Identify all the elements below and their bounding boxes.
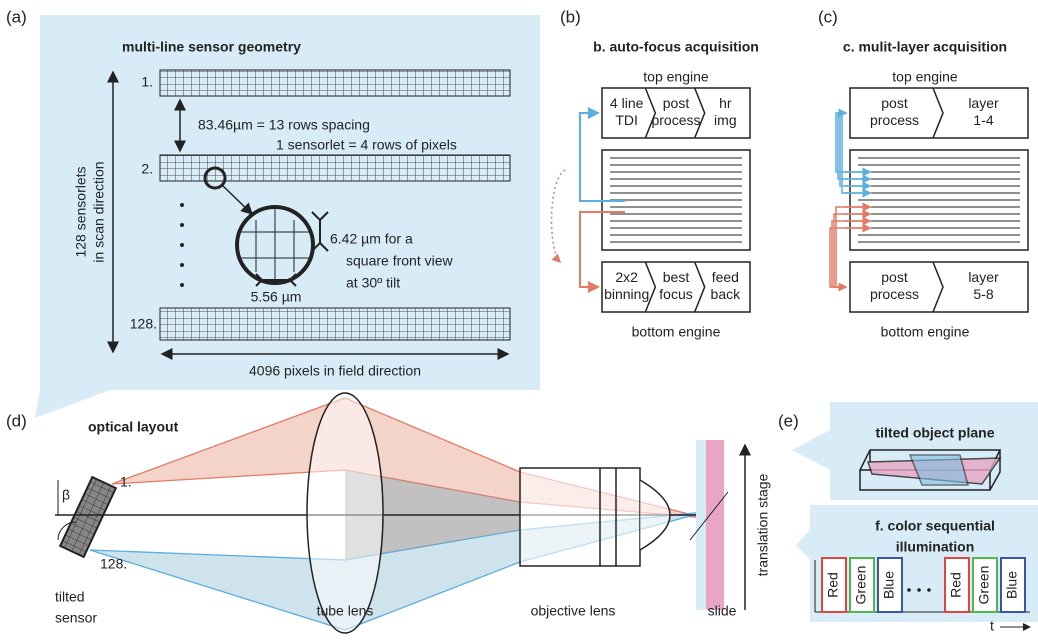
pixel-v-text: 6.42 µm for a	[330, 231, 413, 247]
tube-lens	[307, 393, 383, 633]
engine-label: top engine	[892, 69, 958, 85]
time-label: t	[990, 618, 994, 634]
panel-title: multi-line sensor geometry	[122, 39, 301, 55]
panel-label: (a)	[6, 7, 27, 26]
box-text: 2x2	[615, 269, 638, 285]
panel-title: illumination	[896, 539, 975, 555]
feedback-loop	[552, 170, 565, 262]
box-text: 1-4	[973, 112, 993, 128]
box-text: hr	[719, 95, 732, 111]
box-text: post	[663, 95, 690, 111]
beta: β	[62, 487, 70, 503]
objective-lens	[520, 468, 670, 566]
box-text: 4 line	[610, 95, 644, 111]
panel-label: (e)	[778, 411, 799, 430]
field-text: 4096 pixels in field direction	[249, 363, 421, 379]
color-label: Red	[825, 572, 841, 598]
panel-e-bg	[792, 402, 1038, 500]
panel-label: (d)	[6, 411, 27, 430]
row-label: 2.	[141, 161, 153, 177]
box-text: binning	[604, 286, 649, 302]
spacing-text: 83.46µm = 13 rows spacing	[198, 117, 370, 133]
color-label: Red	[948, 572, 964, 598]
slide-label: slide	[708, 603, 737, 619]
box-text: feed	[712, 269, 739, 285]
sensor-row	[160, 308, 510, 340]
color-label: Blue	[1004, 571, 1020, 599]
side-label: in scan direction	[91, 161, 107, 262]
color-label: Blue	[881, 571, 897, 599]
engine-label: top engine	[643, 69, 709, 85]
panel-title: tilted object plane	[875, 425, 994, 441]
box-text: layer	[968, 95, 999, 111]
panel-label: (b)	[560, 7, 581, 26]
pixel-v-text: at 30º tilt	[346, 275, 400, 291]
box-text: img	[714, 112, 737, 128]
slide-cover	[696, 440, 706, 610]
row-label: 1.	[141, 74, 153, 90]
row-label: 128.	[130, 316, 157, 332]
color-label: Green	[976, 566, 992, 605]
box-text: post	[881, 269, 908, 285]
box-text: 5-8	[973, 286, 993, 302]
box-text: process	[870, 286, 919, 302]
sensorlet-text: 1 sensorlet = 4 rows of pixels	[276, 137, 457, 153]
stage-label: translation stage	[755, 473, 771, 576]
box-text: process	[870, 112, 919, 128]
box-text: best	[663, 269, 690, 285]
box-text: post	[881, 95, 908, 111]
box-text: layer	[968, 269, 999, 285]
engine-label: bottom engine	[881, 324, 970, 340]
box-text: back	[711, 286, 742, 302]
engine-label: bottom engine	[632, 324, 721, 340]
row-label: 1.	[120, 474, 132, 490]
pixel-h-text: 5.56 µm	[251, 289, 302, 305]
box-text: focus	[659, 286, 692, 302]
panel-title: b. auto-focus acquisition	[593, 39, 759, 55]
side-label: 128 sensorlets	[73, 166, 89, 257]
figure: (a) multi-line sensor geometry 1. 2. 128…	[0, 0, 1038, 635]
panel-label: (c)	[818, 7, 838, 26]
panel-title: optical layout	[88, 419, 179, 435]
row-label: 128.	[100, 556, 127, 572]
slide	[706, 440, 724, 610]
sensor-label: tilted	[55, 589, 85, 605]
panel-title: f. color sequential	[875, 518, 995, 534]
box-text: process	[651, 112, 700, 128]
objective-label: objective lens	[531, 603, 616, 619]
color-label: Green	[853, 566, 869, 605]
pixel-v-text: square front view	[346, 253, 453, 269]
page: {"panels": { "a": {"label": "(a)", "titl…	[0, 0, 1038, 635]
sensor-row	[160, 70, 510, 96]
sensor-label: sensor	[55, 610, 97, 626]
tube-lens-label: tube lens	[317, 603, 374, 619]
box-text: TDI	[615, 112, 638, 128]
panel-title: c. mulit-layer acquisition	[843, 39, 1007, 55]
